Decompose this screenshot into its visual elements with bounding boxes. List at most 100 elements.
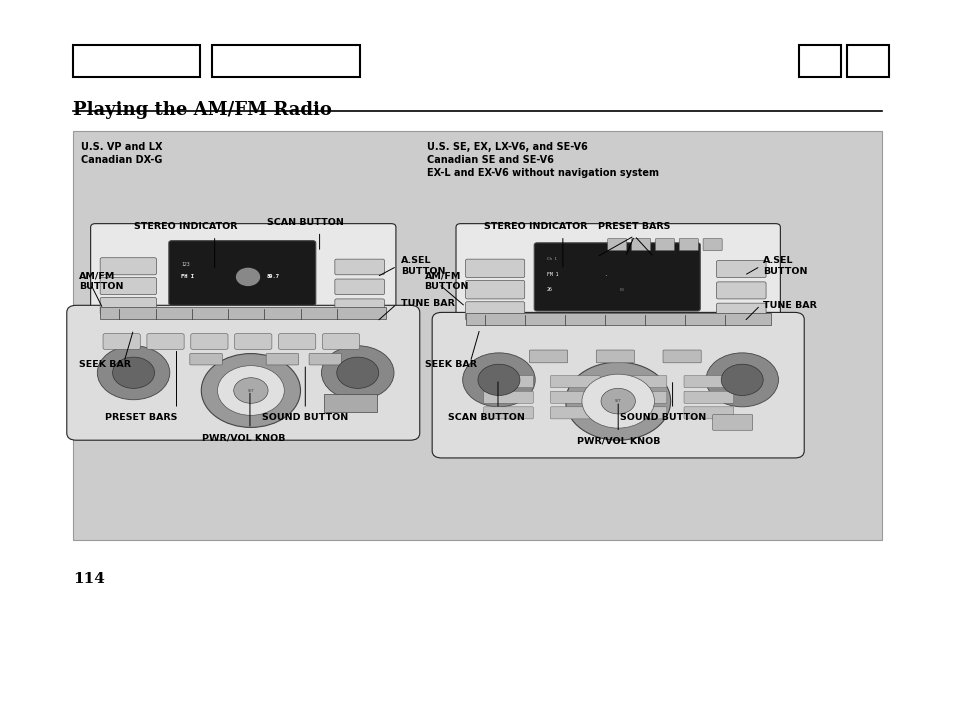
FancyBboxPatch shape <box>716 303 765 320</box>
FancyBboxPatch shape <box>100 278 156 295</box>
FancyBboxPatch shape <box>147 334 184 349</box>
FancyBboxPatch shape <box>483 407 533 419</box>
FancyBboxPatch shape <box>309 354 341 365</box>
FancyBboxPatch shape <box>190 354 222 365</box>
Bar <box>73 131 882 540</box>
FancyBboxPatch shape <box>550 391 599 403</box>
Text: SOUND BUTTON: SOUND BUTTON <box>619 413 705 422</box>
FancyBboxPatch shape <box>607 239 626 251</box>
Text: HD: HD <box>619 288 624 292</box>
FancyBboxPatch shape <box>655 239 674 251</box>
Bar <box>799 45 841 77</box>
Text: Playing the AM/FM Radio: Playing the AM/FM Radio <box>73 101 332 119</box>
Circle shape <box>201 354 300 427</box>
Bar <box>324 394 376 412</box>
Text: AM/FM
BUTTON: AM/FM BUTTON <box>424 271 469 291</box>
Text: AM/FM
BUTTON: AM/FM BUTTON <box>79 271 124 291</box>
Circle shape <box>336 357 378 388</box>
FancyBboxPatch shape <box>550 376 599 388</box>
Text: SET: SET <box>615 399 620 403</box>
Circle shape <box>600 388 635 414</box>
FancyBboxPatch shape <box>335 279 384 295</box>
Text: TUNE BAR: TUNE BAR <box>762 301 816 310</box>
FancyBboxPatch shape <box>716 282 765 299</box>
FancyBboxPatch shape <box>191 334 228 349</box>
FancyBboxPatch shape <box>335 299 384 315</box>
Bar <box>465 313 770 325</box>
Circle shape <box>236 268 259 285</box>
FancyBboxPatch shape <box>100 258 156 275</box>
FancyBboxPatch shape <box>234 334 272 349</box>
Circle shape <box>581 374 654 428</box>
FancyBboxPatch shape <box>679 239 698 251</box>
Circle shape <box>565 362 670 440</box>
FancyBboxPatch shape <box>169 241 315 305</box>
FancyBboxPatch shape <box>596 350 634 363</box>
Text: Ch 1: Ch 1 <box>546 257 556 261</box>
FancyBboxPatch shape <box>631 239 650 251</box>
FancyBboxPatch shape <box>529 350 567 363</box>
FancyBboxPatch shape <box>483 391 533 403</box>
Text: .: . <box>598 272 613 278</box>
FancyBboxPatch shape <box>432 312 803 458</box>
Circle shape <box>321 346 394 400</box>
FancyBboxPatch shape <box>712 415 752 430</box>
FancyBboxPatch shape <box>683 391 733 403</box>
Text: SCAN BUTTON: SCAN BUTTON <box>448 413 524 422</box>
Text: FM 1: FM 1 <box>546 272 558 278</box>
FancyBboxPatch shape <box>683 407 733 419</box>
FancyBboxPatch shape <box>716 261 765 278</box>
FancyBboxPatch shape <box>278 334 315 349</box>
Text: PWR/VOL KNOB: PWR/VOL KNOB <box>576 437 659 446</box>
Text: A.SEL
BUTTON: A.SEL BUTTON <box>400 256 445 276</box>
Text: PWR/VOL KNOB: PWR/VOL KNOB <box>201 433 285 442</box>
FancyBboxPatch shape <box>534 243 700 311</box>
Text: 114: 114 <box>73 572 105 586</box>
Text: U.S. VP and LX
Canadian DX-G: U.S. VP and LX Canadian DX-G <box>81 142 162 165</box>
FancyBboxPatch shape <box>702 239 721 251</box>
FancyBboxPatch shape <box>550 407 599 419</box>
Circle shape <box>97 346 170 400</box>
Text: 123: 123 <box>181 261 190 267</box>
FancyBboxPatch shape <box>617 407 666 419</box>
FancyBboxPatch shape <box>483 376 533 388</box>
Text: PRESET BARS: PRESET BARS <box>105 413 177 422</box>
FancyBboxPatch shape <box>617 376 666 388</box>
FancyBboxPatch shape <box>100 297 156 315</box>
Text: SCAN BUTTON: SCAN BUTTON <box>267 218 343 227</box>
Text: FH I: FH I <box>181 274 194 280</box>
FancyBboxPatch shape <box>91 224 395 327</box>
Circle shape <box>112 357 154 388</box>
FancyBboxPatch shape <box>465 259 524 278</box>
Text: 89.7: 89.7 <box>267 274 280 280</box>
FancyBboxPatch shape <box>67 305 419 440</box>
Circle shape <box>217 366 284 415</box>
Circle shape <box>462 353 535 407</box>
Text: SEEK BAR: SEEK BAR <box>424 360 476 368</box>
FancyBboxPatch shape <box>465 302 524 320</box>
Text: STEREO INDICATOR: STEREO INDICATOR <box>134 222 237 231</box>
FancyBboxPatch shape <box>335 259 384 275</box>
FancyBboxPatch shape <box>662 350 700 363</box>
Bar <box>212 45 359 77</box>
FancyBboxPatch shape <box>465 280 524 299</box>
FancyBboxPatch shape <box>617 391 666 403</box>
Text: TUNE BAR: TUNE BAR <box>400 300 454 308</box>
Circle shape <box>705 353 778 407</box>
Bar <box>73 45 200 77</box>
Bar <box>100 307 386 320</box>
Circle shape <box>720 364 762 395</box>
FancyBboxPatch shape <box>683 376 733 388</box>
FancyBboxPatch shape <box>103 334 140 349</box>
Text: PRESET BARS: PRESET BARS <box>598 222 670 231</box>
Bar <box>846 45 888 77</box>
FancyBboxPatch shape <box>322 334 359 349</box>
FancyBboxPatch shape <box>266 354 298 365</box>
Circle shape <box>477 364 519 395</box>
Text: SET: SET <box>248 388 253 393</box>
FancyBboxPatch shape <box>456 224 780 330</box>
Text: A.SEL
BUTTON: A.SEL BUTTON <box>762 256 807 276</box>
Text: 26: 26 <box>546 287 552 293</box>
Text: SOUND BUTTON: SOUND BUTTON <box>262 413 348 422</box>
Text: U.S. SE, EX, LX-V6, and SE-V6
Canadian SE and SE-V6
EX-L and EX-V6 without navig: U.S. SE, EX, LX-V6, and SE-V6 Canadian S… <box>427 142 659 178</box>
